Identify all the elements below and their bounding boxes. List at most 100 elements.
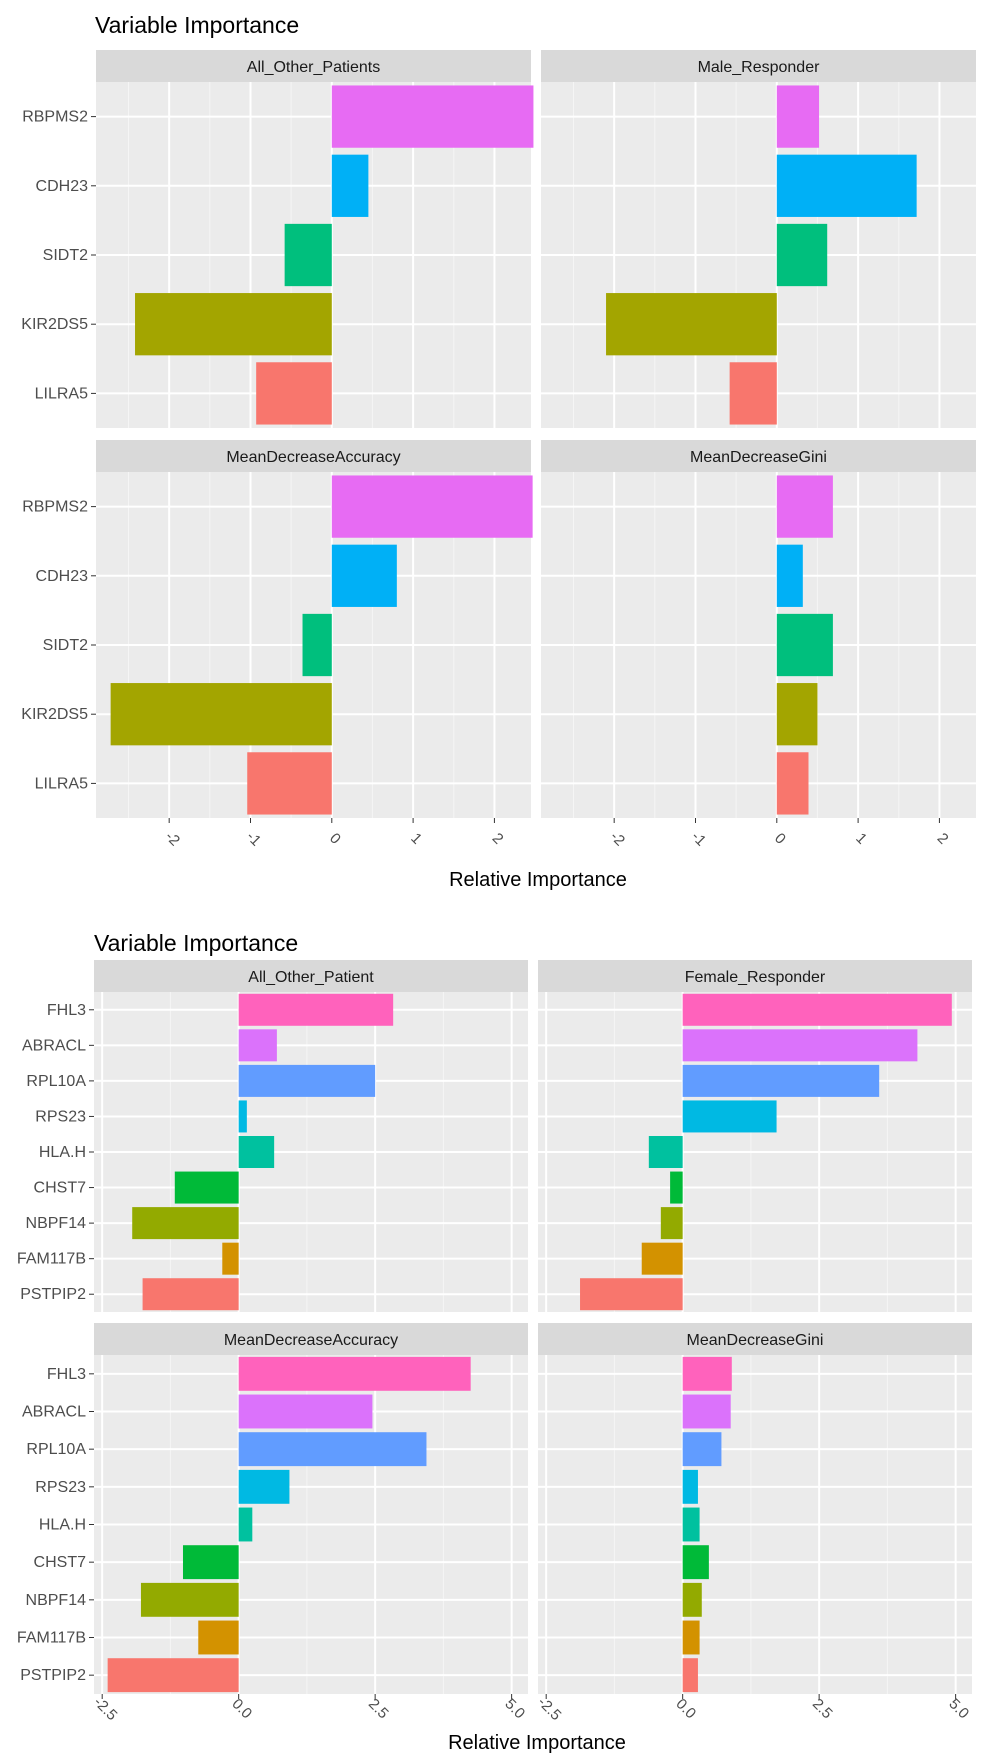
x-tick-label: -2.5 [90,1694,120,1724]
bar-SIDT2 [776,613,833,677]
bar-ABRACL [238,1029,277,1062]
bar-KIR2DS5 [135,293,332,356]
category-label: KIR2DS5 [21,706,88,723]
panel-strip [96,440,531,472]
bar-FHL3 [682,1356,732,1391]
panel-strip-label: All_Other_Patient [248,969,374,986]
bar-HLA.H [238,1507,253,1542]
category-label: FAM117B [17,1251,86,1268]
bar-ABRACL [238,1394,373,1429]
bar-FAM117B [222,1242,239,1275]
panel-strip [538,960,972,992]
bar-RPL10A [238,1432,427,1467]
category-label: LILRA5 [35,385,88,402]
category-label: RPL10A [26,1441,86,1458]
bar-NBPF14 [140,1582,239,1617]
bar-RPL10A [682,1064,880,1097]
figure-2-title: Variable Importance [94,930,298,956]
bar-RPL10A [682,1432,722,1467]
bar-CHST7 [682,1545,709,1580]
category-label: HLA.H [39,1144,86,1161]
category-label: CHST7 [34,1554,87,1571]
panel-Female_Responder: Female_Responder [538,960,972,1312]
bar-HLA.H [238,1136,275,1168]
x-tick-label: 5.0 [501,1695,528,1722]
category-label: NBPF14 [26,1215,87,1232]
bar-ABRACL [682,1029,918,1062]
bar-LILRA5 [729,362,777,425]
panel-strip-label: MeanDecreaseGini [687,1332,824,1349]
x-tick-label: 0.0 [228,1695,255,1722]
bar-RPS23 [682,1469,698,1504]
bar-HLA.H [682,1507,700,1542]
bar-RBPMS2 [331,85,534,148]
figure-1-x-axis-title: Relative Importance [449,869,627,891]
bar-RBPMS2 [776,85,820,148]
bar-FAM117B [682,1620,700,1655]
category-label: LILRA5 [35,775,88,792]
x-tick-label: 1 [852,830,870,848]
panel-strip-label: Female_Responder [685,969,826,986]
bar-FHL3 [238,1356,471,1391]
x-tick-label: 0 [326,830,344,848]
bar-CHST7 [670,1171,683,1204]
category-label: CDH23 [36,178,89,195]
x-tick-label: -1 [688,828,709,849]
x-tick-label: 0.0 [672,1695,699,1722]
figure-1-panels: All_Other_Patients Male_Responder MeanDecr… [96,50,976,818]
x-tick-label: -2 [162,828,183,849]
bar-CDH23 [331,154,369,217]
panel-strip-label: Male_Responder [698,59,821,76]
panel-strip [541,440,976,472]
bar-CDH23 [331,544,397,607]
panel-All_Other_Patients: All_Other_Patients [96,50,534,428]
category-label: HLA.H [39,1517,86,1534]
category-label: CHST7 [34,1180,87,1197]
category-label: RBPMS2 [22,499,88,516]
panel-MeanDecreaseAccuracy: MeanDecreaseAccuracy [94,1323,528,1694]
figure-1: Variable Importance All_Other_Patients Ma… [21,12,976,891]
panel-strip [94,1323,528,1355]
bar-RBPMS2 [331,475,533,538]
panel-strip-label: All_Other_Patients [247,59,380,76]
bar-RPS23 [238,1100,247,1133]
bar-PSTPIP2 [682,1658,698,1693]
category-label: KIR2DS5 [21,316,88,333]
category-label: RPL10A [26,1073,86,1090]
bar-ABRACL [682,1394,731,1429]
category-label: ABRACL [22,1037,86,1054]
x-tick-label: -2 [607,828,628,849]
bar-PSTPIP2 [107,1658,239,1693]
figure-2-x-axis-title: Relative Importance [448,1732,626,1754]
bar-SIDT2 [776,223,828,287]
bar-RPL10A [238,1064,376,1097]
x-tick-label: 2 [489,830,507,848]
figure-1-category-labels: RBPMS2 CDH23 SIDT2 KIR2DS5 LILRA5 RBPMS2 CDH23… [21,109,96,792]
category-label: RPS23 [35,1108,86,1125]
bar-NBPF14 [682,1582,702,1617]
bar-LILRA5 [776,752,809,815]
bar-FHL3 [238,993,394,1026]
bar-FHL3 [682,993,952,1026]
panel-Male_Responder: Male_Responder [541,50,976,428]
panel-strip [541,50,976,82]
figure-1-title: Variable Importance [95,12,299,38]
figure-1-tick-labels: -2 -1 0 1 2 -2 -1 0 1 2 [162,818,952,850]
bar-NBPF14 [132,1207,239,1240]
category-label: FHL3 [47,1002,86,1019]
figure-2-category-labels: FHL3 ABRACL RPL10A RPS23 HLA.H CHST7 NBPF14 FAM… [17,1002,94,1684]
panel-strip-label: MeanDecreaseAccuracy [226,449,400,466]
bar-LILRA5 [256,362,332,425]
category-label: SIDT2 [43,247,88,264]
bar-RPS23 [682,1100,777,1133]
category-label: RBPMS2 [22,109,88,126]
bar-KIR2DS5 [776,683,818,746]
x-tick-label: 2.5 [365,1695,392,1722]
bar-KIR2DS5 [606,293,777,356]
panel-MeanDecreaseGini: MeanDecreaseGini [541,440,976,818]
bar-SIDT2 [302,613,332,677]
x-tick-label: 1 [407,830,425,848]
bar-PSTPIP2 [142,1278,239,1311]
panel-MeanDecreaseGini: MeanDecreaseGini [538,1323,972,1694]
category-label: FAM117B [17,1630,86,1647]
